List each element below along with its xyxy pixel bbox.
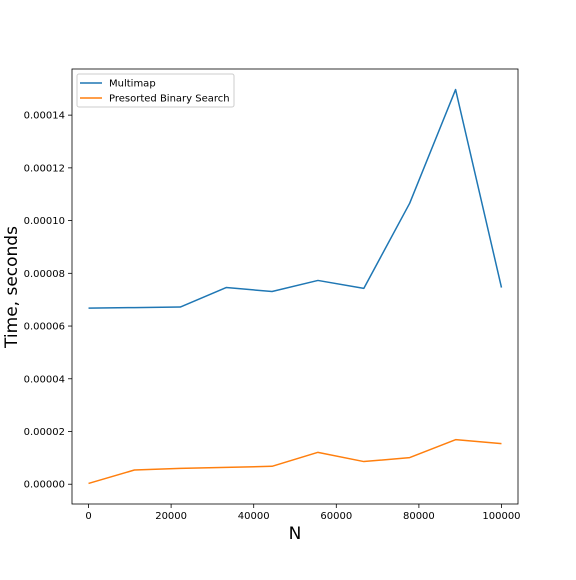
- legend-box: [76, 73, 235, 108]
- legend: Multimap Presorted Binary Search: [76, 73, 235, 108]
- x-tick-label: 40000: [238, 511, 270, 522]
- y-axis-ticks: 0.00000 0.00002 0.00004 0.00006 0.00008 0.000…: [24, 111, 72, 491]
- x-tick-label: 60000: [320, 511, 352, 522]
- legend-label-multimap: Multimap: [109, 79, 156, 90]
- series-layer: [88, 88, 503, 485]
- y-axis-label: Time, seconds: [2, 226, 22, 349]
- x-tick-label: 20000: [155, 511, 187, 522]
- legend-label-presorted-binary-search: Presorted Binary Search: [109, 94, 230, 105]
- y-tick-label: 0.00012: [24, 163, 65, 174]
- x-axis-ticks: 0 20000 40000 60000 80000 100000: [85, 504, 521, 522]
- x-tick-label: 80000: [403, 511, 435, 522]
- y-tick-label: 0.00008: [24, 269, 65, 280]
- series-line-presorted-binary-search: [88, 438, 502, 485]
- x-tick-label: 0: [85, 511, 91, 522]
- y-tick-label: 0.00010: [24, 216, 65, 227]
- x-tick-label: 100000: [482, 511, 520, 522]
- y-tick-label: 0.00004: [24, 374, 65, 385]
- y-tick-label: 0.00006: [24, 322, 65, 333]
- y-tick-label: 0.00014: [24, 111, 65, 122]
- y-tick-label: 0.00002: [24, 427, 65, 438]
- series-line-multimap: [88, 88, 503, 309]
- y-tick-label: 0.00000: [24, 480, 65, 491]
- x-axis-label: N: [289, 524, 302, 544]
